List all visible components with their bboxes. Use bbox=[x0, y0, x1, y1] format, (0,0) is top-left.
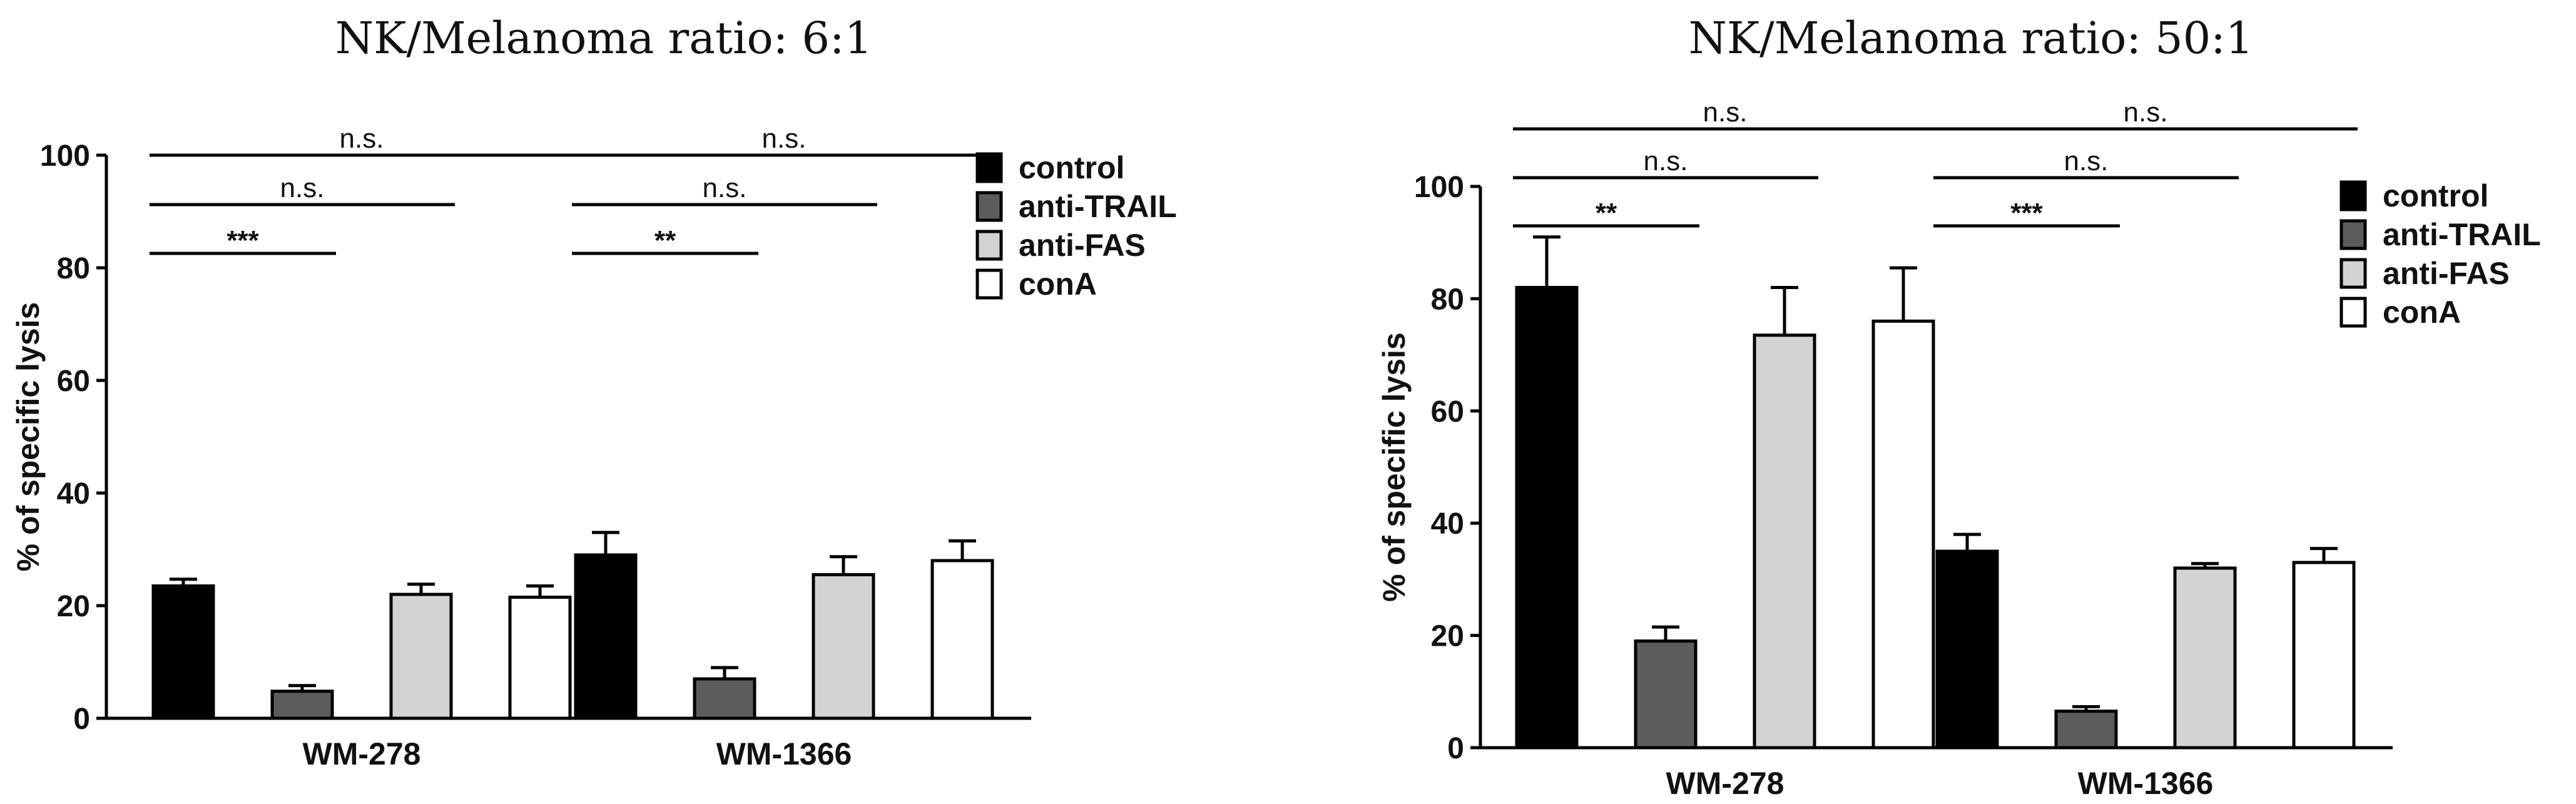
y-tick-label: 0 bbox=[73, 703, 90, 736]
x-category-label: WM-278 bbox=[303, 736, 421, 771]
legend-label: anti-TRAIL bbox=[1019, 189, 1177, 224]
bar-conA-WM-1366 bbox=[930, 559, 994, 720]
significance-label: n.s. bbox=[1703, 97, 1748, 128]
y-tick-label: 20 bbox=[1431, 620, 1464, 653]
significance-label: n.s. bbox=[340, 123, 384, 154]
bar-anti-TRAIL-WM-1366 bbox=[693, 677, 756, 720]
bar-anti-TRAIL-WM-278 bbox=[1634, 639, 1698, 750]
y-tick-label: 40 bbox=[1431, 507, 1464, 541]
legend-label: conA bbox=[1019, 267, 1097, 302]
legend-swatch-conA bbox=[2339, 297, 2367, 328]
chart-title: NK/Melanoma ratio: 50:1 bbox=[1689, 13, 2254, 64]
bar-control-WM-278 bbox=[1515, 285, 1579, 750]
bar-control-WM-1366 bbox=[574, 553, 638, 720]
legend-swatch-anti-TRAIL bbox=[975, 191, 1003, 222]
chart-1: NK/Melanoma ratio: 6:1 0 20 40 60 80 100 % of s… bbox=[11, 13, 1177, 771]
legend-swatch-anti-FAS bbox=[975, 230, 1003, 261]
bar-conA-WM-1366 bbox=[2292, 561, 2356, 750]
bar-conA-WM-278 bbox=[508, 596, 572, 720]
legend-label: anti-TRAIL bbox=[2383, 217, 2541, 252]
y-tick-label: 80 bbox=[1431, 283, 1464, 316]
y-tick-label: 20 bbox=[57, 590, 90, 623]
chart-2: NK/Melanoma ratio: 50:1 0 20 40 60 80 100 % of … bbox=[1377, 13, 2541, 801]
legend-swatch-control bbox=[2339, 180, 2367, 211]
legend-label: anti-FAS bbox=[1019, 228, 1146, 263]
significance-label: n.s. bbox=[1644, 146, 1688, 176]
significance-label: *** bbox=[227, 225, 259, 256]
bar-anti-TRAIL-WM-1366 bbox=[2054, 710, 2118, 750]
legend-swatch-anti-FAS bbox=[2339, 258, 2367, 289]
y-tick-label: 80 bbox=[57, 252, 90, 285]
bar-anti-TRAIL-WM-278 bbox=[270, 690, 334, 720]
legend-label: control bbox=[2383, 178, 2488, 213]
significance-label: *** bbox=[2010, 198, 2043, 228]
significance-label: n.s. bbox=[703, 173, 747, 203]
x-category-label: WM-1366 bbox=[716, 736, 852, 771]
chart-title: NK/Melanoma ratio: 6:1 bbox=[335, 13, 872, 64]
x-category-label: WM-1366 bbox=[2078, 766, 2214, 801]
bar-anti-FAS-WM-278 bbox=[389, 593, 453, 720]
y-axis-label: % of specific lysis bbox=[11, 302, 46, 572]
bar-control-WM-1366 bbox=[1935, 549, 1999, 750]
legend-label: anti-FAS bbox=[2383, 256, 2510, 291]
significance-label: n.s. bbox=[2064, 146, 2109, 176]
significance-label: n.s. bbox=[762, 123, 807, 154]
y-axis-label: % of specific lysis bbox=[1377, 332, 1412, 602]
legend-swatch-control bbox=[975, 152, 1003, 183]
significance-label: n.s. bbox=[2124, 97, 2168, 128]
bar-anti-FAS-WM-1366 bbox=[812, 573, 875, 720]
legend-swatch-anti-TRAIL bbox=[2339, 219, 2367, 250]
legend-swatch-conA bbox=[975, 268, 1003, 300]
legend-label: control bbox=[1019, 150, 1124, 185]
x-category-label: WM-278 bbox=[1666, 766, 1784, 801]
y-tick-label: 60 bbox=[57, 365, 90, 398]
y-tick-label: 0 bbox=[1447, 732, 1464, 765]
legend-label: conA bbox=[2383, 295, 2461, 330]
y-tick-label: 100 bbox=[1414, 171, 1464, 204]
significance-label: n.s. bbox=[280, 173, 325, 203]
bar-conA-WM-278 bbox=[1871, 319, 1935, 750]
y-tick-label: 40 bbox=[57, 477, 90, 511]
y-tick-label: 60 bbox=[1431, 395, 1464, 429]
significance-label: ** bbox=[1596, 198, 1617, 228]
bar-anti-FAS-WM-1366 bbox=[2173, 566, 2237, 750]
y-tick-label: 100 bbox=[40, 140, 90, 173]
significance-label: ** bbox=[654, 225, 676, 256]
bar-control-WM-278 bbox=[151, 584, 215, 720]
bar-anti-FAS-WM-278 bbox=[1753, 333, 1816, 750]
